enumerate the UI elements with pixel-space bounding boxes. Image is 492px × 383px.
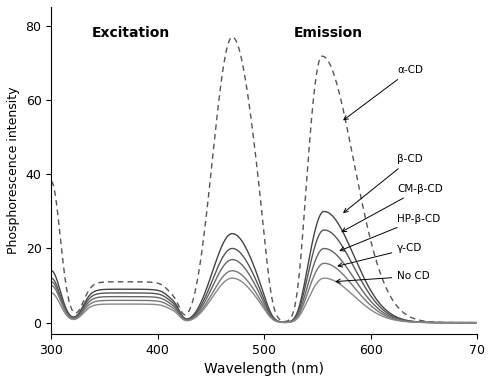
Text: γ-CD: γ-CD <box>338 243 423 267</box>
Text: Emission: Emission <box>293 26 363 40</box>
Text: β-CD: β-CD <box>344 154 423 213</box>
Text: α-CD: α-CD <box>344 65 423 120</box>
Text: No CD: No CD <box>336 271 430 283</box>
X-axis label: Wavelength (nm): Wavelength (nm) <box>204 362 324 376</box>
Text: HP-β-CD: HP-β-CD <box>340 214 440 251</box>
Y-axis label: Phosphorescence intensity: Phosphorescence intensity <box>7 87 20 254</box>
Text: Excitation: Excitation <box>92 26 170 40</box>
Text: CM-β-CD: CM-β-CD <box>342 184 443 232</box>
